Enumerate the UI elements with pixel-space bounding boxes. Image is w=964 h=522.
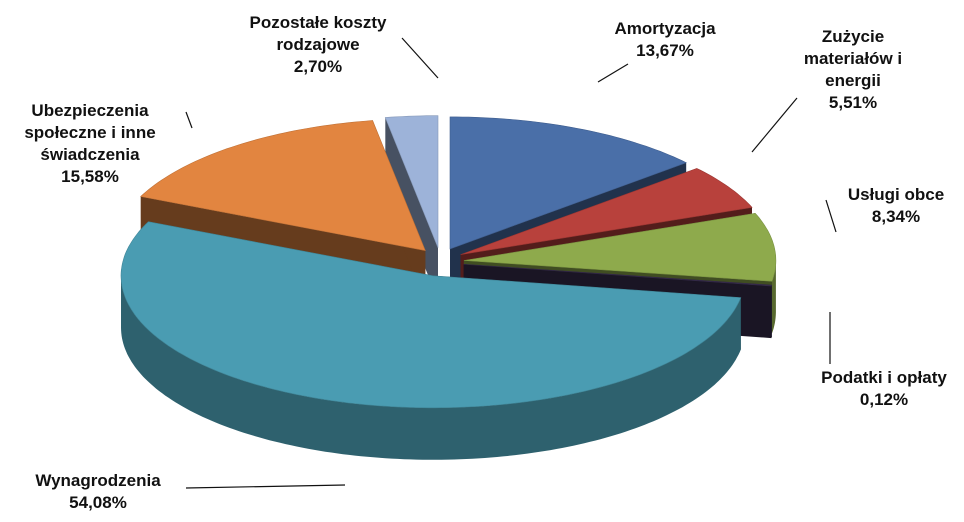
label-value: 15,58% (61, 167, 119, 186)
leader-line (401, 37, 439, 79)
slice-top (120, 221, 742, 409)
slice-top (463, 264, 773, 287)
slice-top (460, 168, 753, 255)
slice-top (384, 115, 439, 248)
leader-line (185, 111, 193, 129)
slice-label: Podatki i opłaty 0,12% (784, 367, 964, 411)
slice-label: Wynagrodzenia 54,08% (8, 470, 188, 514)
slice-top (463, 212, 777, 282)
slice-label: Ubezpieczenia społeczne i inne świadczen… (0, 100, 183, 188)
label-name: Amortyzacja (614, 19, 716, 38)
leader-line (185, 484, 346, 489)
slice-label: Zużycie materiałów i energii 5,51% (798, 26, 908, 114)
slice-label: Usługi obce 8,34% (821, 184, 964, 228)
label-value: 13,67% (636, 41, 694, 60)
label-name: Wynagrodzenia (35, 471, 161, 490)
slice-label: Amortyzacja 13,67% (590, 18, 740, 62)
label-value: 0,12% (859, 390, 909, 409)
slice-side (121, 275, 741, 460)
slice-top (140, 120, 426, 251)
label-name: Pozostałe koszty rodzajowe (249, 13, 387, 54)
label-value: 54,08% (69, 493, 127, 512)
label-value: 2,70% (293, 57, 343, 76)
label-value: 5,51% (828, 93, 878, 112)
label-name: Usługi obce (847, 185, 945, 204)
slice-label: Pozostałe koszty rodzajowe 2,70% (221, 12, 416, 78)
leader-line (751, 97, 798, 153)
slice (120, 221, 742, 460)
leader-line (597, 63, 629, 83)
label-value: 8,34% (871, 207, 921, 226)
slice-top (449, 116, 687, 250)
label-name: Zużycie materiałów i energii (803, 27, 903, 90)
label-name: Podatki i opłaty (821, 368, 947, 387)
leader-line (825, 199, 837, 233)
label-name: Ubezpieczenia społeczne i inne świadczen… (24, 101, 156, 164)
